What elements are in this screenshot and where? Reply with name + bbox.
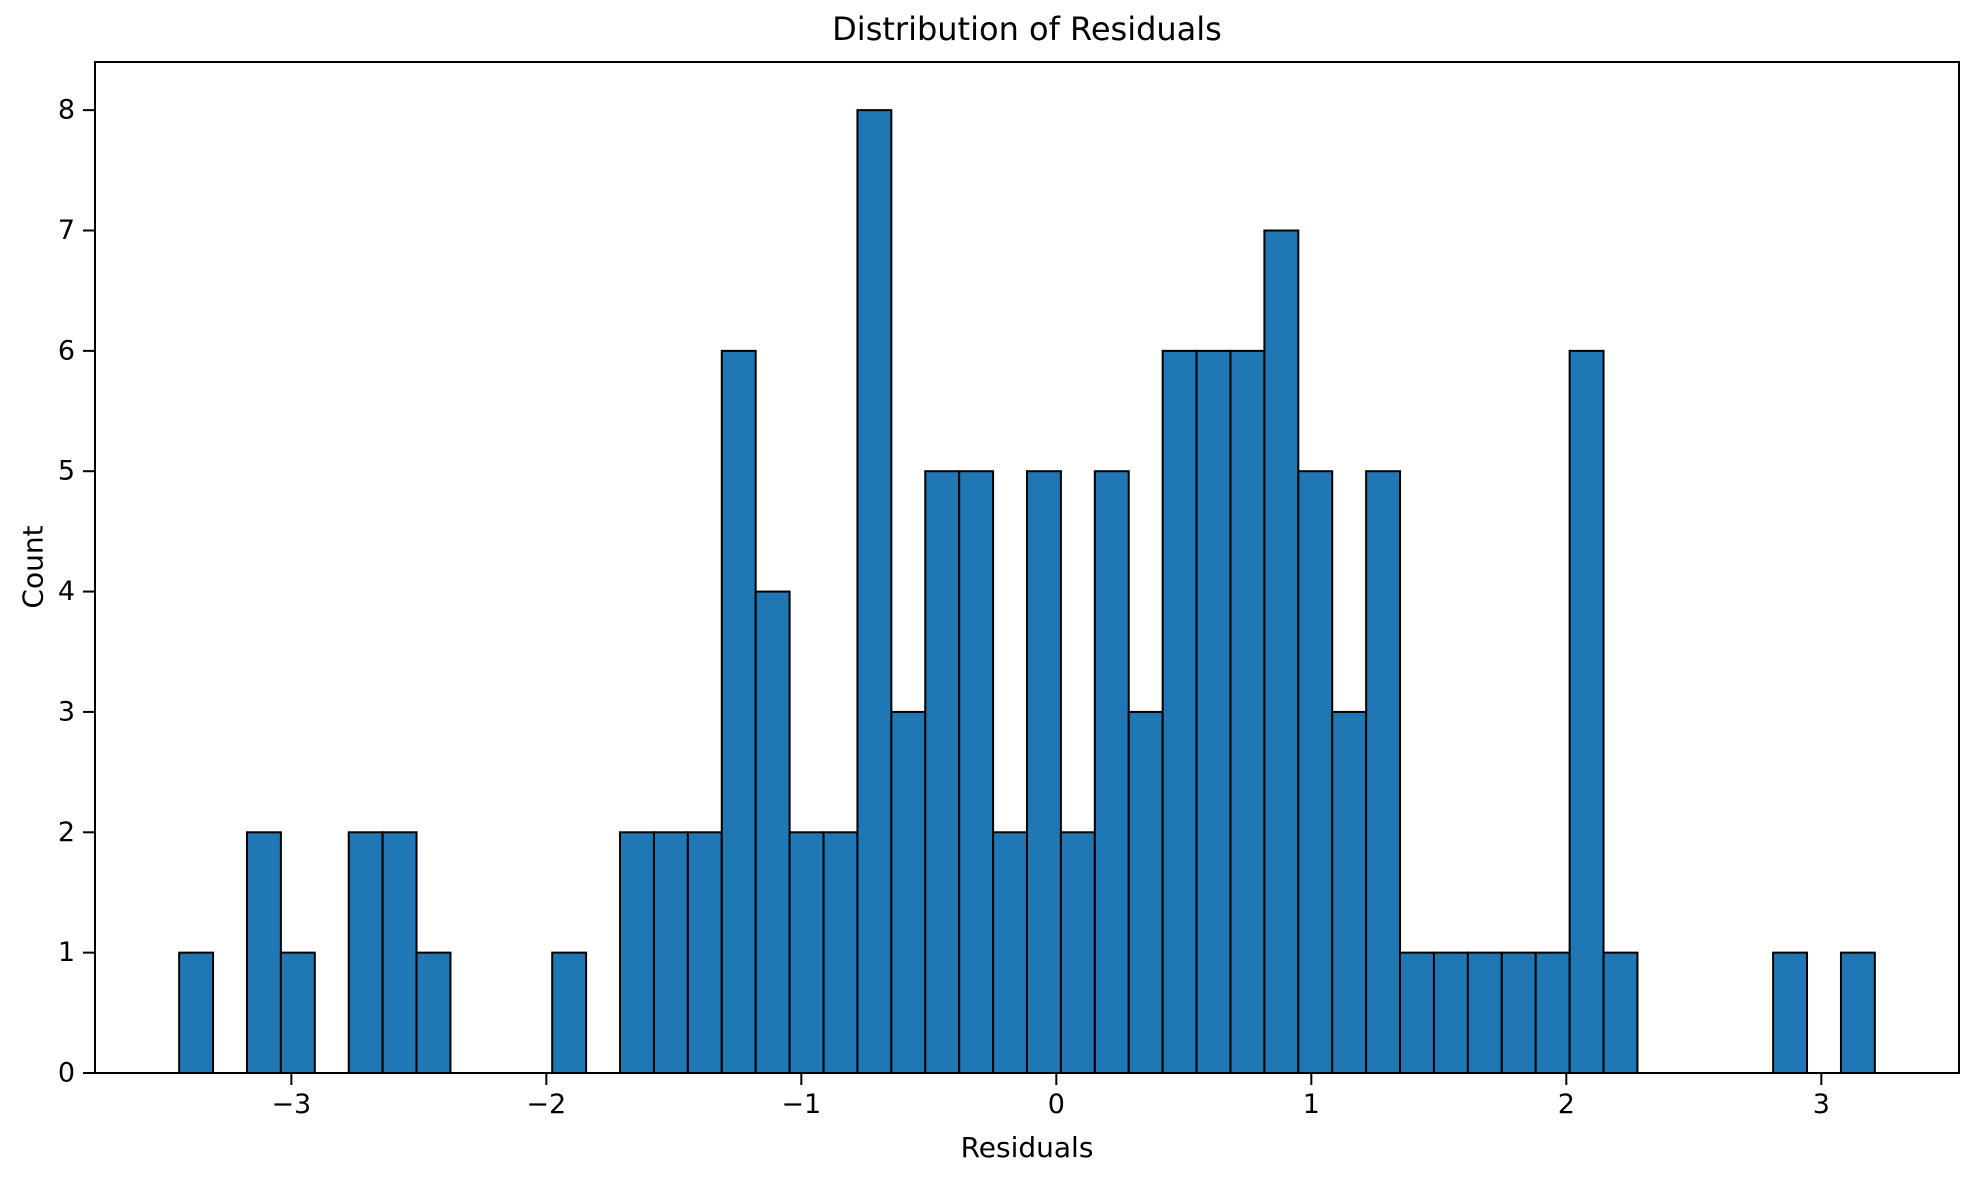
histogram-bar bbox=[381, 831, 418, 1074]
histogram-bar bbox=[1195, 349, 1232, 1074]
y-tick-label: 3 bbox=[58, 696, 75, 727]
histogram-bar bbox=[822, 831, 859, 1074]
histogram-bar bbox=[1093, 470, 1130, 1074]
histogram-bar bbox=[992, 831, 1029, 1074]
y-tick-label: 6 bbox=[58, 335, 75, 366]
y-tick-label: 2 bbox=[58, 817, 75, 848]
x-tick-label: −1 bbox=[781, 1089, 821, 1120]
x-tick-label: −2 bbox=[526, 1089, 566, 1120]
histogram-bar bbox=[619, 831, 655, 1074]
x-tick-label: 2 bbox=[1558, 1089, 1575, 1120]
histogram-bar bbox=[1026, 470, 1062, 1074]
histogram-bar bbox=[652, 831, 689, 1074]
histogram-bar bbox=[1161, 349, 1198, 1074]
histogram-bar bbox=[1772, 951, 1809, 1075]
x-tick-label: 3 bbox=[1813, 1089, 1830, 1120]
histogram-bar bbox=[1365, 470, 1402, 1074]
histogram-bar bbox=[1534, 951, 1571, 1075]
histogram-bar bbox=[415, 951, 452, 1075]
histogram-bar bbox=[1602, 951, 1639, 1075]
histogram-bar bbox=[279, 951, 316, 1075]
histogram-bar bbox=[1263, 229, 1300, 1074]
x-tick-label: 0 bbox=[1048, 1089, 1065, 1120]
histogram-bar bbox=[720, 349, 757, 1074]
histogram-bar bbox=[245, 831, 282, 1074]
histogram-bar bbox=[1568, 349, 1605, 1074]
x-axis-label: Residuals bbox=[960, 1131, 1094, 1164]
histogram-bar bbox=[1466, 951, 1503, 1075]
histogram-bar bbox=[1839, 951, 1876, 1075]
y-axis-label: Count bbox=[16, 525, 50, 609]
histogram-bar bbox=[958, 470, 995, 1074]
histogram-bar bbox=[1059, 831, 1096, 1074]
histogram-bar bbox=[1500, 951, 1537, 1075]
x-tick-label: −3 bbox=[271, 1089, 311, 1120]
histogram-bar bbox=[924, 470, 961, 1074]
x-tick-label: 1 bbox=[1303, 1089, 1320, 1120]
y-tick-label: 0 bbox=[58, 1058, 75, 1089]
chart-title: Distribution of Residuals bbox=[832, 10, 1222, 48]
y-tick-label: 5 bbox=[58, 456, 75, 487]
y-tick-label: 8 bbox=[58, 95, 75, 126]
histogram-bar bbox=[178, 951, 215, 1075]
histogram-bar bbox=[1432, 951, 1469, 1075]
histogram-bar bbox=[754, 590, 791, 1074]
histogram-bar bbox=[1127, 710, 1164, 1074]
histogram-bar bbox=[890, 710, 927, 1074]
histogram-bar bbox=[856, 109, 893, 1074]
histogram-bar bbox=[551, 951, 588, 1075]
histogram-bar bbox=[788, 831, 825, 1074]
plot-frame bbox=[94, 61, 1960, 1074]
y-tick-label: 4 bbox=[58, 576, 75, 607]
histogram-bar bbox=[1399, 951, 1435, 1075]
y-tick-label: 1 bbox=[58, 937, 75, 968]
histogram-bar bbox=[686, 831, 723, 1074]
histogram-bar bbox=[1331, 710, 1368, 1074]
histogram-bar bbox=[347, 831, 384, 1074]
histogram-bar bbox=[1297, 470, 1334, 1074]
y-tick-label: 7 bbox=[58, 215, 75, 246]
histogram-bar bbox=[1229, 349, 1266, 1074]
